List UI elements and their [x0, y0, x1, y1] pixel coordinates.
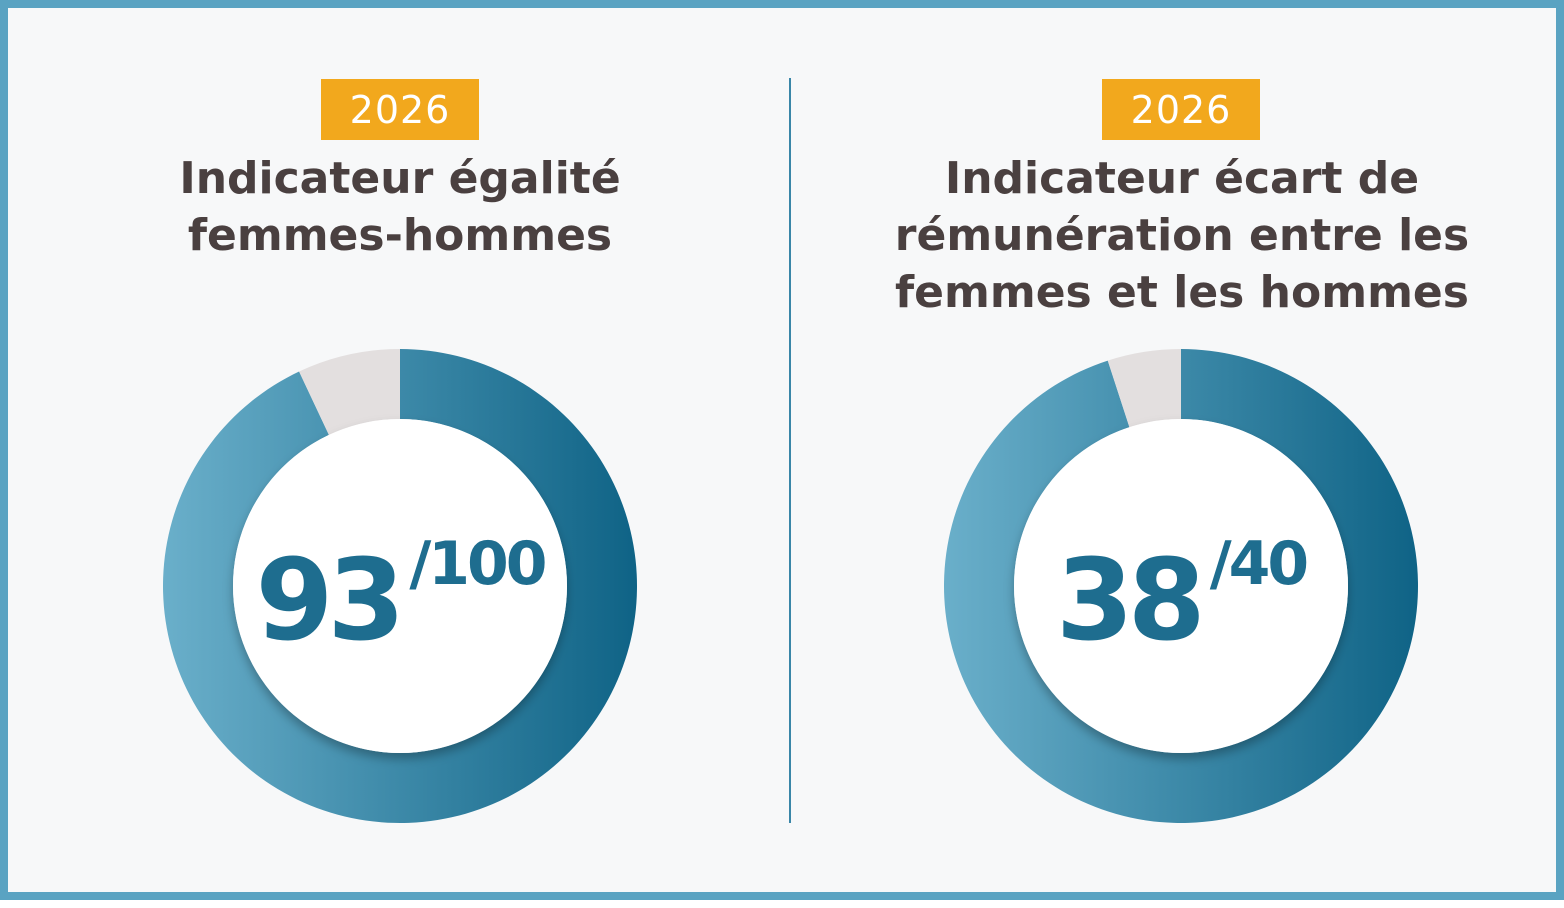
panel-title: Indicateur égalité femmes-hommes	[108, 150, 692, 264]
panel-title: Indicateur écart de rémunération entre l…	[878, 150, 1486, 321]
donut-chart: 38 /40	[944, 349, 1418, 823]
donut-segment-score	[163, 349, 637, 823]
donut-segment-score	[944, 349, 1418, 823]
donut-center	[233, 419, 567, 753]
year-badge: 2026	[321, 79, 479, 140]
donut-center	[1014, 419, 1348, 753]
title-line: rémunération entre les	[894, 210, 1470, 261]
vertical-divider	[789, 78, 791, 823]
donut-chart-svg	[944, 349, 1418, 823]
year-badge: 2026	[1102, 79, 1260, 140]
score-max: /100	[409, 529, 547, 599]
donut-chart: 93 /100	[163, 349, 637, 823]
title-line: Indicateur écart de	[944, 153, 1420, 204]
score-value: 93	[255, 536, 405, 666]
score-display: 93 /100	[163, 349, 637, 823]
title-line: Indicateur égalité	[179, 153, 621, 204]
title-line: femmes et les hommes	[895, 267, 1469, 318]
panel-pay-gap-index: 2026 Indicateur écart de rémunération en…	[878, 8, 1486, 908]
donut-segment-remainder	[299, 349, 400, 435]
panel-equality-index: 2026 Indicateur égalité femmes-hommes 93…	[108, 8, 692, 908]
score-display: 38 /40	[944, 349, 1418, 823]
score-max: /40	[1209, 529, 1309, 599]
score-value: 38	[1055, 536, 1206, 666]
title-line: femmes-hommes	[187, 210, 613, 261]
donut-chart-svg	[163, 349, 637, 823]
donut-segment-remainder	[1107, 349, 1181, 428]
